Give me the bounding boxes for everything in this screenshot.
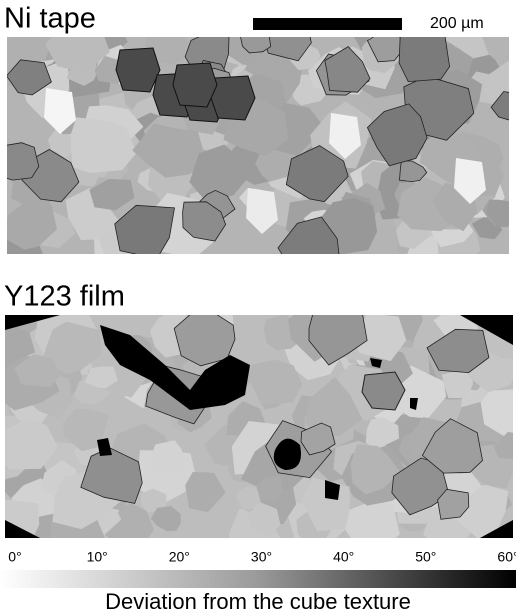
colorbar-tick-label: 10° — [87, 549, 108, 565]
panel-label: Y123 film — [4, 281, 125, 313]
scale-bar — [253, 18, 402, 30]
colorbar-tick-label: 30° — [251, 549, 272, 565]
scale-bar-label: 200 µm — [430, 15, 484, 32]
colorbar — [0, 570, 516, 588]
colorbar-tick-label: 20° — [169, 549, 190, 565]
y123-film-map — [0, 283, 516, 559]
figure: Ni tape 200 µm Y123 film Deviation from … — [0, 0, 516, 616]
grain — [345, 502, 400, 552]
colorbar-gradient — [0, 570, 516, 588]
grain — [399, 35, 450, 82]
colorbar-title: Deviation from the cube texture — [105, 589, 411, 614]
dark-grain — [173, 63, 217, 107]
dark-grain — [211, 76, 255, 120]
colorbar-tick-label: 60° — [497, 549, 516, 565]
dark-grain — [116, 48, 160, 92]
colorbar-tick-label: 0° — [8, 549, 21, 565]
grain — [0, 143, 39, 180]
colorbar-tick-label: 50° — [415, 549, 436, 565]
ni-tape-map — [0, 13, 516, 276]
panel-label: Ni tape — [4, 3, 96, 35]
colorbar-tick-label: 40° — [333, 549, 354, 565]
